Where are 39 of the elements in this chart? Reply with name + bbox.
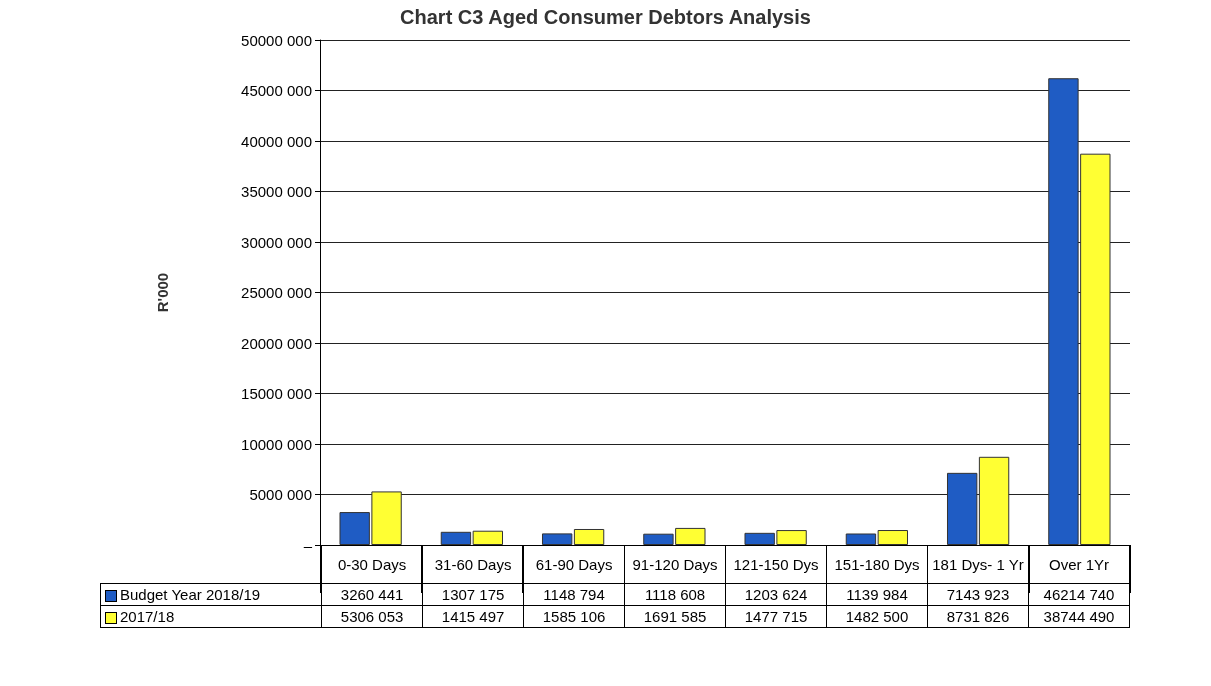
y-tick-label: 40000 000	[241, 132, 312, 150]
data-label: 1691 585	[624, 605, 726, 628]
data-label: 1203 624	[725, 583, 827, 606]
data-label: 7143 923	[927, 583, 1029, 606]
x-tick-label: 181 Dys- 1 Yr	[927, 545, 1029, 584]
y-axis-title: R'000	[154, 272, 171, 313]
y-tick-label: 10000 000	[241, 435, 312, 453]
x-tick-label: Over 1Yr	[1028, 545, 1130, 584]
data-label: 46214 740	[1028, 583, 1130, 606]
chart-title: Chart C3 Aged Consumer Debtors Analysis	[400, 6, 811, 28]
data-label: 8731 826	[927, 605, 1029, 628]
data-label: 3260 441	[321, 583, 423, 606]
data-label: 1482 500	[826, 605, 928, 628]
y-tick-label: 50000 000	[241, 31, 312, 49]
data-label: 1415 497	[422, 605, 524, 628]
y-tick-label: –	[303, 536, 313, 554]
data-label: 1477 715	[725, 605, 827, 628]
x-tick-label: 91-120 Days	[624, 545, 726, 584]
legend-label: 2017/18	[100, 605, 322, 628]
data-label: 5306 053	[321, 605, 423, 628]
x-tick-label: 0-30 Days	[321, 545, 423, 584]
y-tick-label: 25000 000	[241, 284, 312, 301]
data-label: 1307 175	[422, 583, 524, 606]
x-tick-label: 121-150 Dys	[725, 545, 827, 584]
y-tick-label: 30000 000	[241, 233, 312, 251]
y-tick-label: 20000 000	[241, 334, 312, 352]
data-label: 1148 794	[523, 583, 625, 606]
y-tick-label: 35000 000	[241, 183, 312, 200]
data-label: 1139 984	[826, 583, 928, 606]
data-label: 38744 490	[1028, 605, 1130, 628]
y-tick-label: 5000 000	[249, 486, 312, 503]
legend-label: Budget Year 2018/19	[100, 583, 322, 606]
data-label: 1118 608	[624, 583, 726, 606]
x-tick-label: 151-180 Dys	[826, 545, 928, 584]
y-tick-label: 45000 000	[241, 82, 312, 99]
x-tick-label: 31-60 Days	[422, 545, 524, 584]
data-label: 1585 106	[523, 605, 625, 628]
y-tick-label: 15000 000	[241, 385, 312, 402]
x-tick-label: 61-90 Days	[523, 545, 625, 584]
